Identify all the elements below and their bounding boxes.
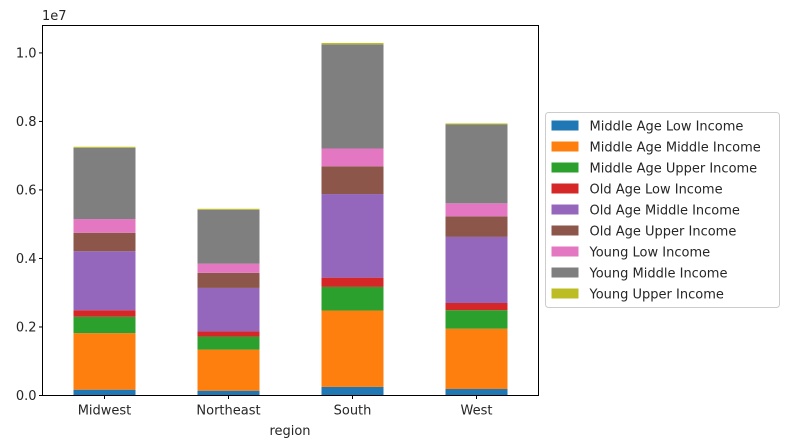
legend-label: Young Middle Income	[589, 267, 728, 282]
bar-segment-south-series-5	[321, 166, 384, 195]
bar-segment-south-series-2	[321, 286, 384, 311]
bar-segment-northeast-series-4	[197, 287, 260, 332]
y-tick-label: 0.0	[16, 389, 37, 404]
bar-segment-northeast-series-1	[197, 349, 260, 391]
bar-segment-west-series-7	[445, 124, 508, 204]
bar-segment-west-series-1	[445, 328, 508, 389]
x-tick-label: Northeast	[196, 404, 260, 419]
legend-label: Old Age Middle Income	[590, 204, 740, 219]
x-tick-label: Midwest	[78, 404, 132, 419]
legend-label: Middle Age Low Income	[590, 120, 744, 135]
bar-segment-west-series-0	[445, 388, 508, 396]
x-tick-label: West	[461, 404, 493, 419]
legend-label: Young Low Income	[589, 246, 711, 261]
bar-segment-west-series-5	[445, 216, 508, 237]
bar-segment-midwest-series-7	[73, 147, 136, 220]
y-tick-label: 0.2	[16, 320, 37, 335]
legend-swatch	[551, 141, 579, 152]
legend-swatch	[551, 225, 579, 236]
legend-label: Young Upper Income	[589, 288, 724, 303]
x-axis: Midwest Northeast South West	[78, 395, 493, 419]
legend-frame	[545, 112, 780, 308]
bar-segment-west-series-2	[445, 310, 508, 329]
bar-segment-northeast-series-5	[197, 272, 260, 288]
bar-segment-south-series-6	[321, 148, 384, 167]
bar-segment-west-series-4	[445, 236, 508, 303]
bar-segment-northeast-series-6	[197, 263, 260, 273]
bar-segment-northeast-series-7	[197, 209, 260, 264]
bar-segment-south-series-8	[321, 42, 384, 45]
y-tick-label: 0.6	[16, 183, 37, 198]
bar-segment-midwest-series-3	[73, 310, 136, 317]
legend-swatch	[551, 162, 579, 173]
legend-label: Middle Age Middle Income	[590, 141, 761, 156]
bar-segment-midwest-series-8	[73, 146, 136, 148]
legend-swatch	[551, 288, 579, 299]
bar-segment-south-series-4	[321, 194, 384, 278]
bar-segment-midwest-series-4	[73, 251, 136, 311]
y-axis: 0.0 0.2 0.4 0.6 0.8 1.0	[16, 46, 43, 404]
y-axis-offset-text: 1e7	[42, 9, 67, 24]
legend-swatch	[551, 120, 579, 131]
bar-segment-northeast-series-3	[197, 331, 260, 337]
bar-segment-midwest-series-0	[73, 389, 136, 396]
bar-segment-northeast-series-2	[197, 336, 260, 350]
legend-swatch	[551, 183, 579, 194]
x-axis-title: region	[269, 424, 310, 439]
bar-segment-south-series-0	[321, 386, 384, 396]
legend-label: Middle Age Upper Income	[590, 162, 758, 177]
bar-segment-midwest-series-1	[73, 333, 136, 390]
x-tick-label: South	[334, 404, 372, 419]
bar-segment-midwest-series-6	[73, 219, 136, 233]
bar-segment-midwest-series-2	[73, 316, 136, 334]
bar-segment-midwest-series-5	[73, 232, 136, 252]
bar-segment-west-series-6	[445, 203, 508, 217]
bar-segment-south-series-7	[321, 44, 384, 149]
legend-swatch	[551, 204, 579, 215]
bar-segment-west-series-8	[445, 123, 508, 125]
legend-label: Old Age Upper Income	[590, 225, 737, 240]
bar-segment-west-series-3	[445, 303, 508, 311]
y-tick-label: 1.0	[16, 46, 37, 61]
bars-layer	[73, 42, 508, 396]
legend-swatch	[551, 267, 579, 278]
y-tick-label: 0.8	[16, 115, 37, 130]
legend-label: Old Age Low Income	[590, 183, 723, 198]
plot-area-frame	[42, 25, 539, 396]
y-tick-label: 0.4	[16, 252, 37, 267]
bar-segment-northeast-series-8	[197, 208, 260, 210]
bar-segment-south-series-1	[321, 310, 384, 387]
legend-swatch	[551, 246, 579, 257]
legend: Middle Age Low Income Middle Age Middle I…	[545, 112, 780, 308]
bar-segment-northeast-series-0	[197, 390, 260, 396]
bar-segment-south-series-3	[321, 277, 384, 287]
